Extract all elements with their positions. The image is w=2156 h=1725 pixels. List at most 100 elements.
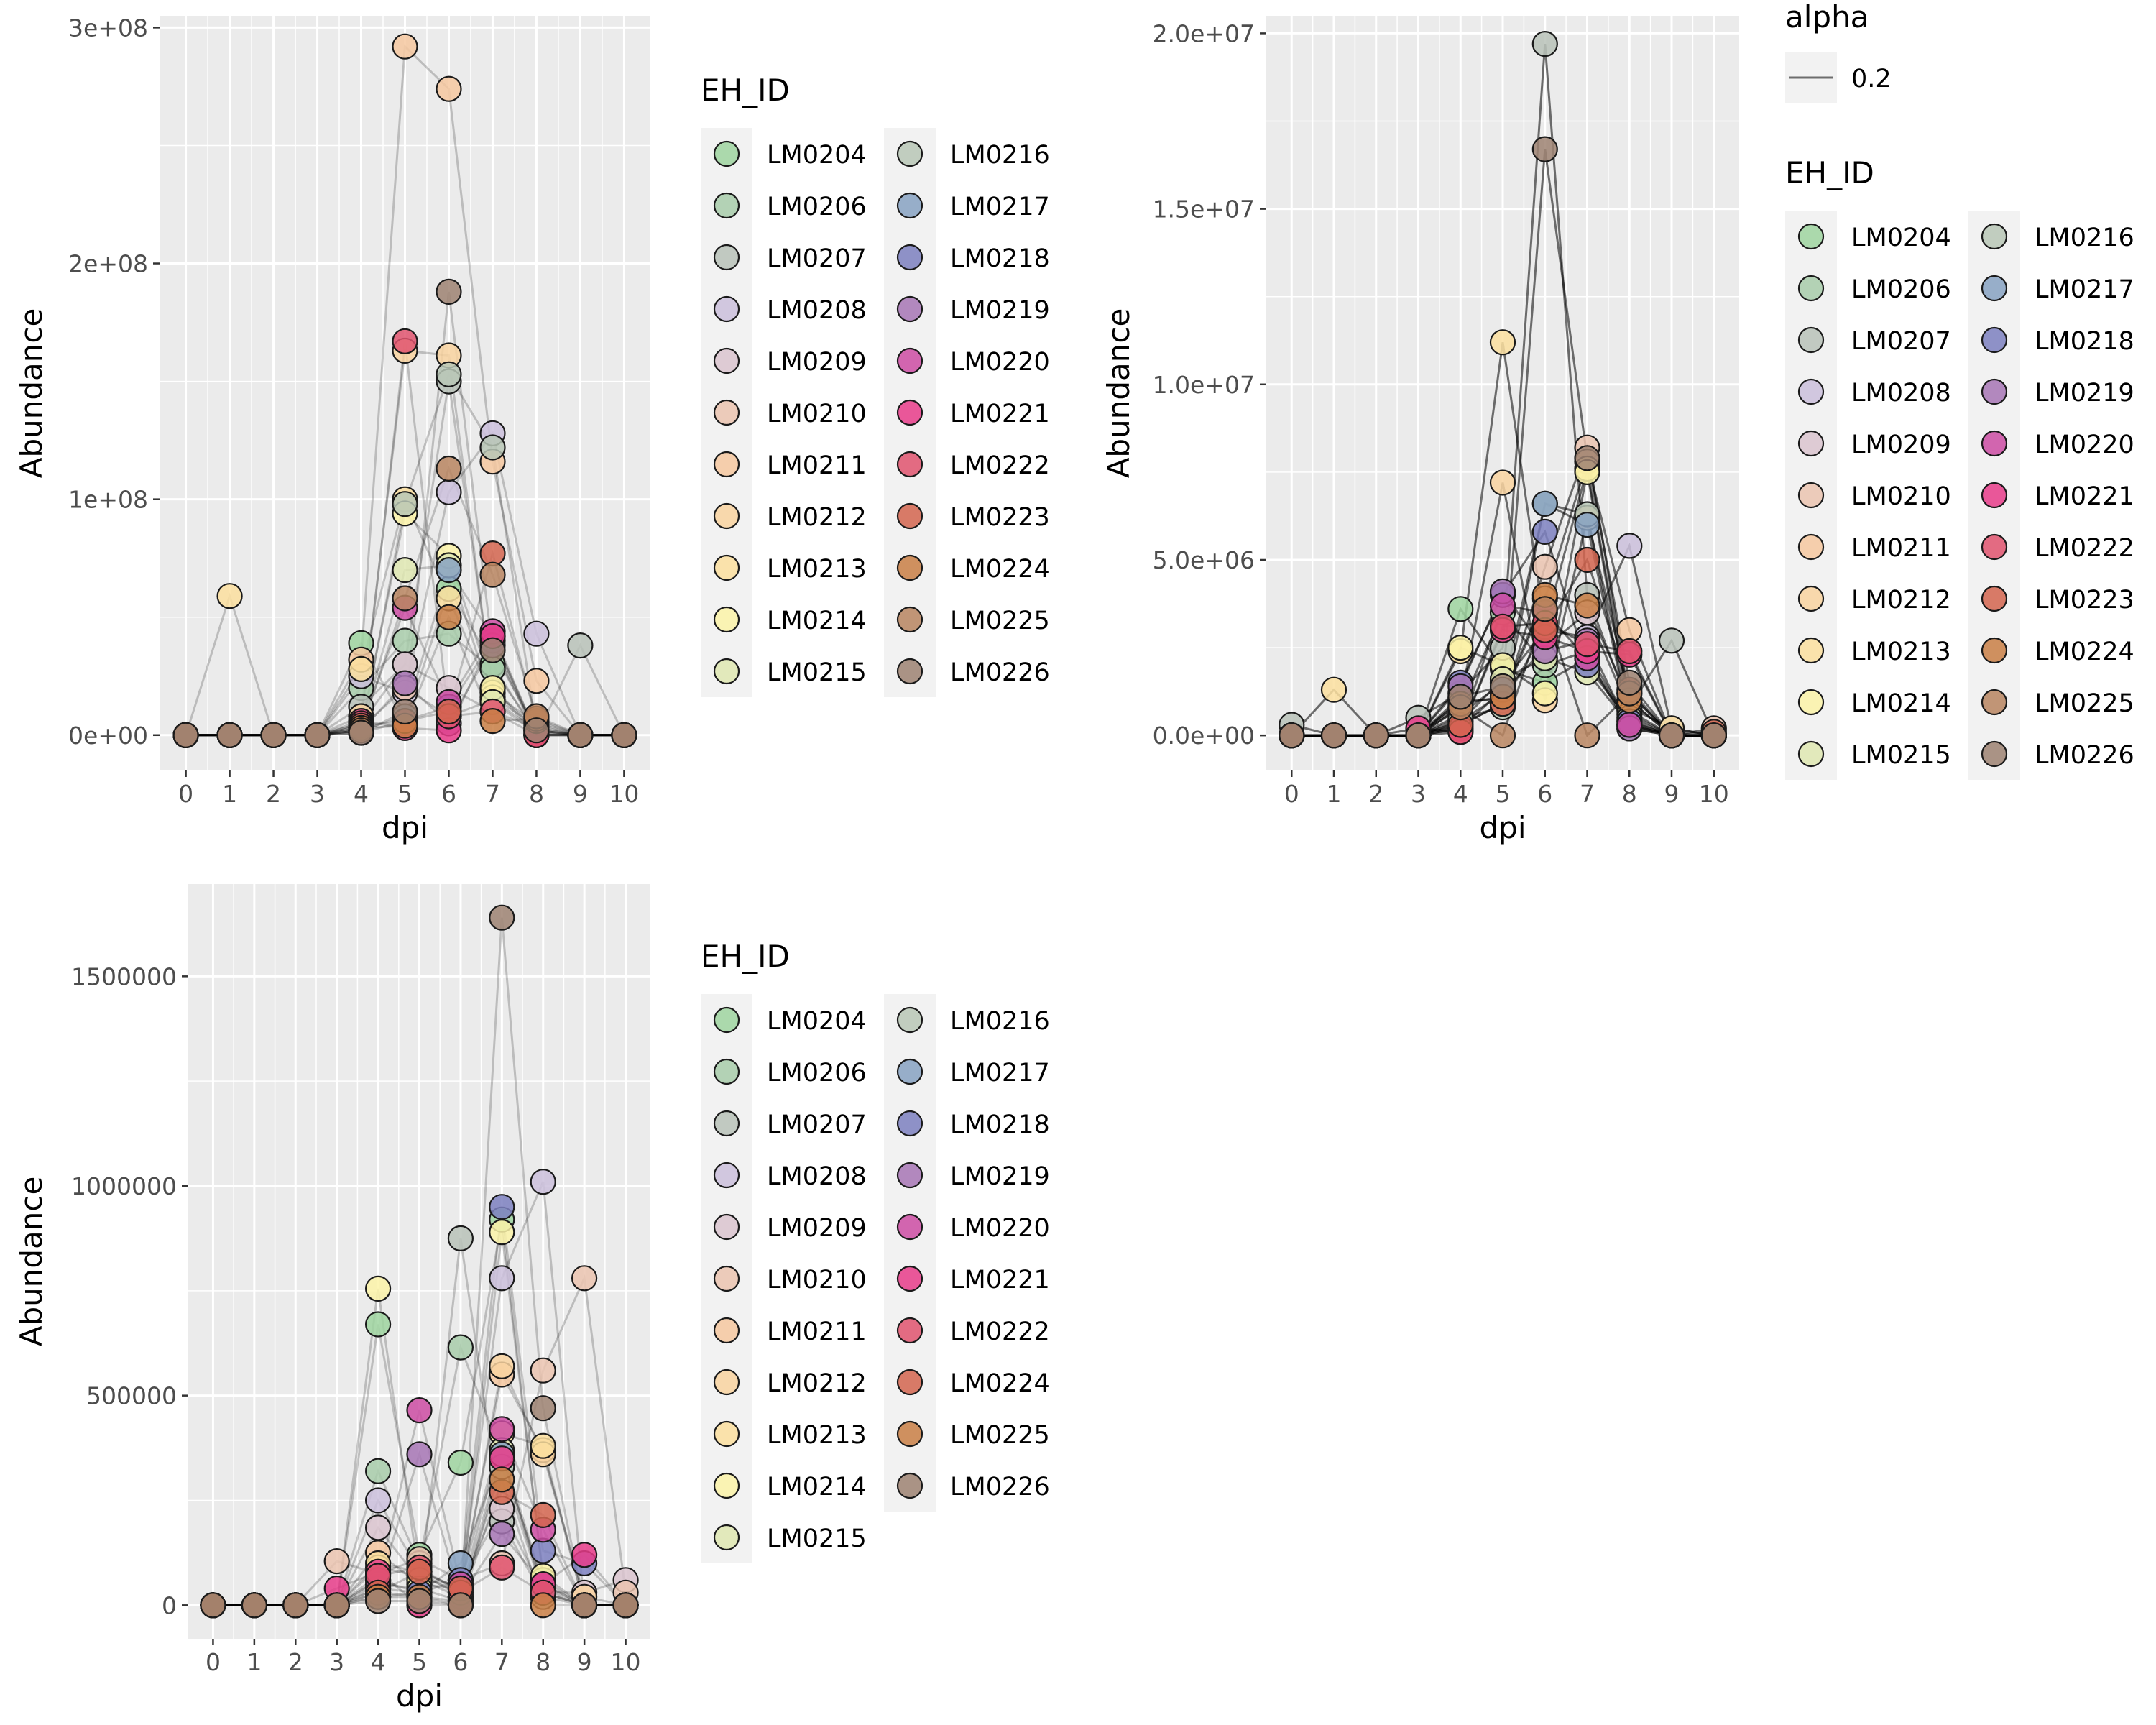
x-tick-label: 7	[1580, 780, 1595, 808]
data-point-LM0220	[1616, 712, 1643, 738]
x-tick-label: 1	[1327, 780, 1342, 808]
legend-label-LM0221: LM0221	[2035, 482, 2134, 511]
data-point-LM0224	[479, 707, 506, 735]
data-point-LM0226	[304, 722, 331, 748]
legend-key-LM0210	[713, 1265, 740, 1292]
legend-label-LM0219: LM0219	[2035, 379, 2134, 408]
x-tick-label: 10	[609, 780, 639, 808]
x-tick-label: 3	[310, 780, 325, 808]
legend-key-LM0218	[896, 244, 923, 271]
legend-key-LM0219	[1981, 378, 2008, 405]
data-point-LM0226	[348, 719, 374, 746]
legend-key-LM0209	[713, 347, 740, 374]
data-point-LM0213	[1320, 676, 1348, 703]
legend-key-LM0207	[713, 1110, 740, 1137]
x-tick-label: 5	[412, 1648, 427, 1676]
legend-label-LM0204: LM0204	[767, 1007, 867, 1036]
legend-label-LM0223: LM0223	[2035, 586, 2134, 615]
legend-key-LM0217	[896, 1058, 923, 1085]
legend-key-LM0224	[896, 554, 923, 581]
legend-key-LM0222	[896, 451, 923, 478]
data-point-LM0226	[1447, 684, 1474, 710]
data-point-LM0207	[1531, 30, 1558, 58]
legend-key-LM0208	[1797, 378, 1825, 405]
y-tick-label: 1500000	[71, 962, 177, 990]
legend-key-LM0210	[1797, 482, 1825, 509]
data-point-LM0226	[406, 1588, 433, 1614]
data-point-LM0226	[1405, 722, 1432, 749]
data-point-LM0212	[489, 1353, 515, 1379]
data-point-LM0226	[172, 722, 199, 748]
legend-label-LM0207: LM0207	[767, 244, 867, 273]
legend-label-LM0206: LM0206	[767, 1059, 867, 1087]
data-point-LM0226	[612, 1592, 639, 1619]
legend-key-LM0216	[1981, 223, 2008, 250]
data-point-LM0225	[489, 1466, 515, 1493]
x-tick-label: 3	[1411, 780, 1426, 808]
data-point-LM0211	[523, 668, 550, 694]
x-tick-label: 9	[1664, 780, 1680, 808]
data-point-LM0207	[567, 632, 594, 659]
legend-key-LM0219	[896, 1162, 923, 1189]
data-point-LM0208	[530, 1169, 556, 1195]
data-point-LM0217	[1531, 490, 1558, 517]
data-point-LM0226	[364, 1588, 392, 1614]
legend-key-LM0222	[896, 1317, 923, 1344]
data-point-LM0226	[567, 722, 594, 748]
data-point-LM0225	[479, 561, 506, 588]
chart-1: 0e+00 1e+08 2e+08 3e+08 0 1 2 3 4 5 6 7 8 9 10 dpi Abund…	[14, 14, 1050, 845]
legend-key-LM0215	[1797, 740, 1825, 768]
legend-label-LM0213: LM0213	[767, 1421, 867, 1450]
legend-label-LM0211: LM0211	[767, 1317, 867, 1346]
data-point-LM0211	[436, 75, 462, 102]
x-tick-label: 8	[535, 1648, 550, 1676]
data-point-LM0211	[392, 33, 418, 60]
data-point-LM0217	[1574, 511, 1600, 538]
legend: EH_ID LM0204 LM0206 LM0207 LM0208 LM0209 LM021…	[701, 939, 1050, 1563]
data-point-LM0216	[392, 491, 418, 518]
legend-key-LM0211	[713, 451, 740, 478]
data-point-LM0204	[364, 1311, 392, 1338]
data-point-LM0219	[392, 670, 418, 696]
data-point-LM0213	[530, 1432, 556, 1459]
y-tick-label: 3e+08	[68, 14, 148, 42]
legend-key-LM0214	[1797, 689, 1825, 716]
legend: EH_ID LM0204 LM0206 LM0207 LM0208 LM0209 LM021…	[1785, 155, 2134, 780]
legend-label-LM0218: LM0218	[950, 1110, 1050, 1139]
data-point-LM0206	[392, 627, 418, 654]
series-points	[172, 33, 637, 748]
y-axis-title: Abundance	[14, 308, 49, 479]
data-point-LM0224	[530, 1501, 556, 1528]
legend-key-LM0219	[896, 295, 923, 323]
data-point-LM0226	[489, 904, 515, 931]
x-tick-label: 10	[611, 1648, 641, 1676]
y-tick-label: 2.0e+07	[1153, 19, 1255, 47]
legend-key-LM0213	[713, 1420, 740, 1448]
legend-key-LM0216	[896, 140, 923, 167]
series-points	[1279, 30, 1727, 749]
legend-label-LM0217: LM0217	[950, 1059, 1050, 1087]
legend-label-LM0221: LM0221	[950, 400, 1050, 428]
legend-label-LM0223: LM0223	[950, 503, 1050, 532]
data-point-LM0210	[571, 1265, 598, 1292]
legend-label-LM0221: LM0221	[950, 1266, 1050, 1294]
legend-label-LM0224: LM0224	[2035, 638, 2134, 666]
legend-label-LM0220: LM0220	[950, 348, 1050, 377]
data-point-LM0226	[1616, 669, 1643, 696]
data-point-LM0222	[1616, 638, 1643, 665]
data-point-LM0204	[1447, 596, 1474, 622]
data-point-LM0210	[323, 1548, 350, 1575]
data-point-LM0208	[364, 1487, 392, 1514]
data-point-LM0226	[447, 1592, 474, 1619]
data-point-LM0226	[282, 1592, 309, 1619]
legend-label-LM0220: LM0220	[950, 1214, 1050, 1243]
data-point-LM0226	[1531, 136, 1558, 162]
data-point-LM0226	[1363, 722, 1389, 749]
y-tick-label: 5.0e+06	[1153, 546, 1255, 574]
alpha-legend-label: 0.2	[1851, 65, 1892, 93]
legend-key-LM0213	[713, 554, 740, 581]
legend-key-LM0206	[713, 192, 740, 219]
data-point-LM0225	[436, 455, 462, 482]
legend-label-LM0215: LM0215	[767, 1524, 867, 1553]
